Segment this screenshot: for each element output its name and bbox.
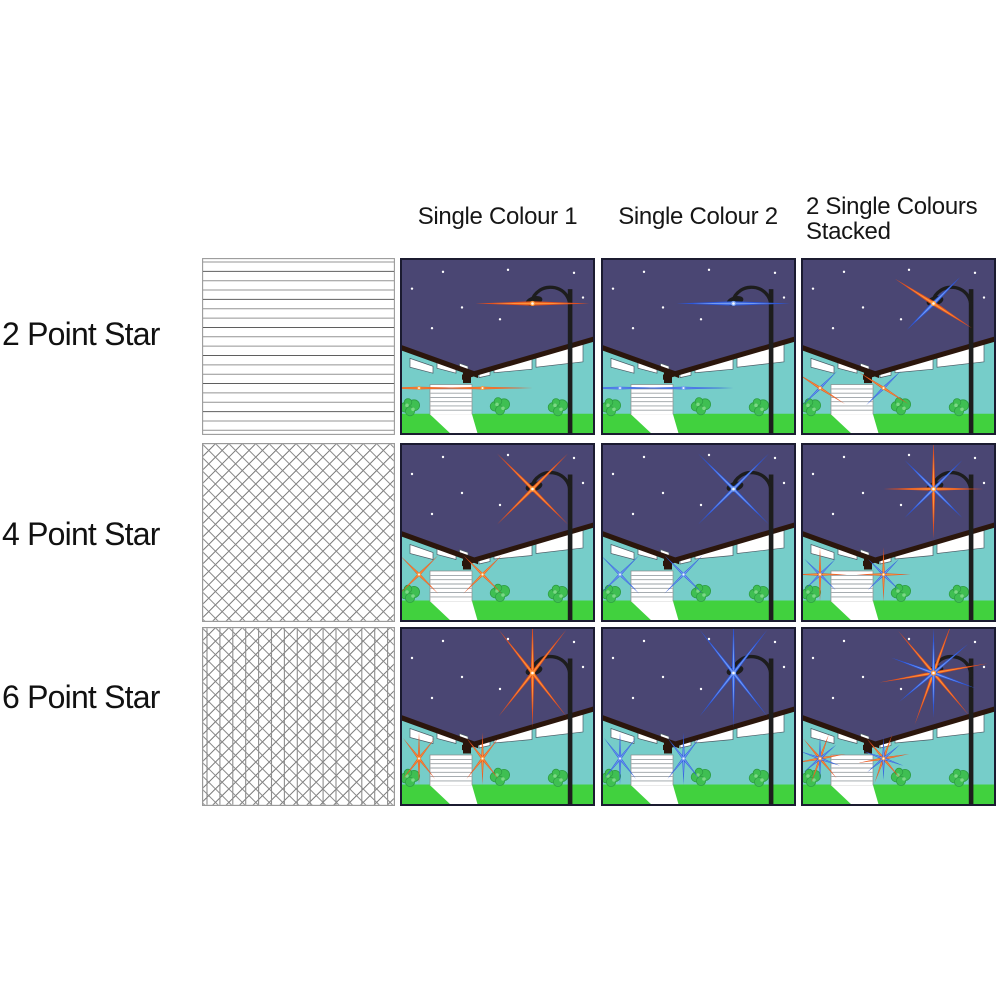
pattern-swatch-2-point: [202, 258, 395, 435]
night-scene-illustration: [601, 258, 796, 435]
filter-pattern-drawing: [202, 627, 395, 806]
scene-2pt-colour2: [601, 258, 796, 435]
night-scene-illustration: [801, 627, 996, 806]
scene-4pt-colour1: [400, 443, 595, 622]
column-header-single-colour-2: Single Colour 2: [618, 203, 778, 230]
scene-4pt-stacked: [801, 443, 996, 622]
filter-pattern-drawing: [202, 443, 395, 622]
night-scene-illustration: [400, 443, 595, 622]
column-header-stacked-line2: Stacked: [806, 218, 891, 246]
row-label-2-point-star: 2 Point Star: [2, 316, 160, 352]
scene-2pt-colour1: [400, 258, 595, 435]
scene-4pt-colour2: [601, 443, 796, 622]
pattern-swatch-6-point: [202, 627, 395, 806]
row-label-6-point-star: 6 Point Star: [2, 679, 160, 715]
scene-2pt-stacked: [801, 258, 996, 435]
night-scene-illustration: [400, 258, 595, 435]
scene-6pt-stacked: [801, 627, 996, 806]
night-scene-illustration: [601, 627, 796, 806]
pattern-swatch-4-point: [202, 443, 395, 622]
scene-6pt-colour2: [601, 627, 796, 806]
night-scene-illustration: [801, 258, 996, 435]
scene-6pt-colour1: [400, 627, 595, 806]
filter-pattern-drawing: [202, 258, 395, 435]
night-scene-illustration: [801, 443, 996, 622]
column-header-stacked-line1: 2 Single Colours: [806, 193, 978, 220]
night-scene-illustration: [601, 443, 796, 622]
night-scene-illustration: [400, 627, 595, 806]
column-header-stacked: 2 Single Colours Stacked: [806, 193, 1000, 246]
row-label-4-point-star: 4 Point Star: [2, 516, 160, 552]
column-header-single-colour-1: Single Colour 1: [417, 203, 578, 230]
